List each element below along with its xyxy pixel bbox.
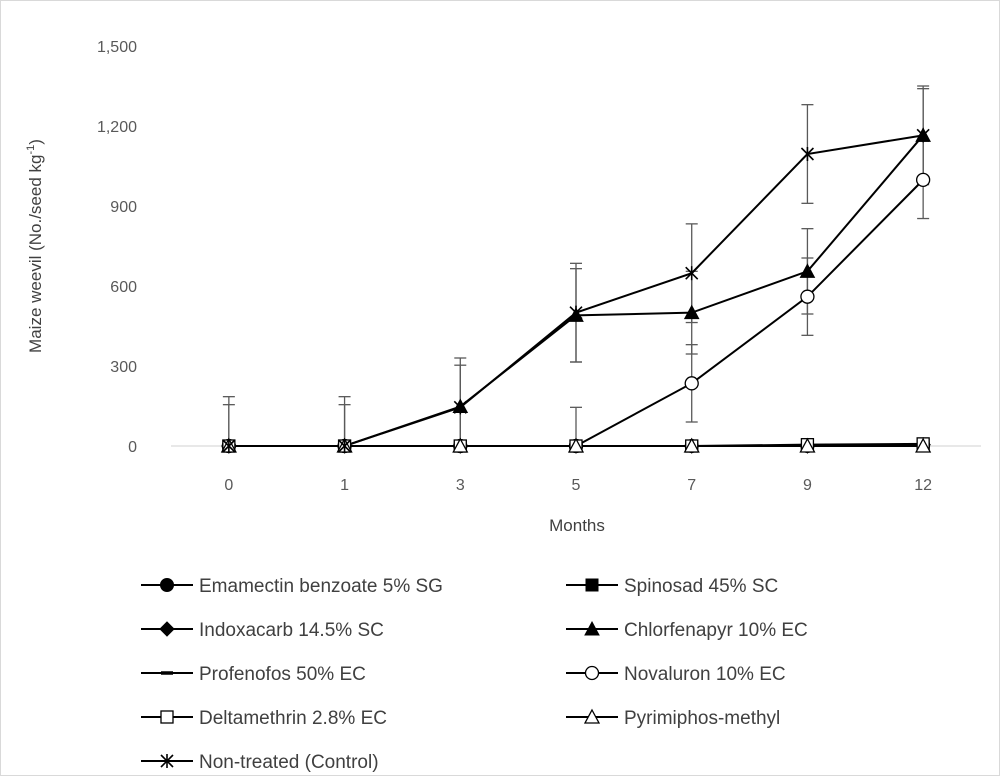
data-point-pyrimiphos-methyl [452, 437, 469, 453]
legend-marker [584, 620, 600, 636]
legend-label: Novaluron 10% EC [624, 664, 786, 685]
legend-label: Emamectin benzoate 5% SG [199, 576, 443, 597]
legend-label: Profenofos 50% EC [199, 664, 366, 685]
legend-label: Pyrimiphos-methyl [624, 708, 780, 729]
legend-item-pyrimiphos-methyl: Pyrimiphos-methyl [566, 708, 780, 729]
legend-marker [159, 621, 175, 637]
series-markers [220, 127, 932, 454]
x-tick-label: 0 [224, 477, 233, 494]
legend-item-indoxacarb-14-5-sc: Indoxacarb 14.5% SC [141, 620, 384, 641]
data-point-non-treated-control [453, 400, 467, 415]
x-tick-label: 3 [456, 477, 465, 494]
y-tick-label: 600 [110, 279, 137, 296]
data-point-chlorfenapyr-10-ec [799, 263, 816, 278]
x-tick-label: 7 [687, 477, 696, 494]
x-tick-label: 5 [572, 477, 581, 494]
data-point-pyrimiphos-methyl [915, 437, 932, 453]
data-point-non-treated-control [800, 147, 814, 161]
y-axis-title: Maize weevil (No./seed kg-1) [25, 139, 45, 353]
data-point-pyrimiphos-methyl [683, 437, 700, 453]
data-point-novaluron-10-ec [915, 172, 931, 188]
legend-item-chlorfenapyr-10-ec: Chlorfenapyr 10% EC [566, 620, 808, 641]
legend-item-emamectin-benzoate-5-sg: Emamectin benzoate 5% SG [141, 576, 443, 597]
legend-marker [585, 578, 599, 592]
x-axis-title: Months [549, 516, 605, 535]
data-point-non-treated-control [685, 266, 699, 281]
legend-label: Chlorfenapyr 10% EC [624, 620, 808, 641]
legend-label: Non-treated (Control) [199, 752, 379, 773]
y-tick-label: 300 [110, 359, 137, 376]
legend-marker [584, 665, 600, 681]
y-axis-title-main: Maize weevil (No./seed kg [26, 155, 45, 353]
legend-item-spinosad-45-sc: Spinosad 45% SC [566, 576, 778, 597]
x-tick-labels: 0 1 3 5 7 9 12 [224, 477, 932, 494]
data-point-non-treated-control [569, 305, 583, 320]
data-point-non-treated-control [222, 439, 236, 453]
y-axis-title-superscript: -1 [25, 145, 37, 155]
legend-label: Indoxacarb 14.5% SC [199, 620, 384, 641]
data-point-novaluron-10-ec [684, 376, 699, 391]
x-tick-label: 1 [340, 477, 349, 494]
legend-marker [160, 578, 174, 592]
legend-label: Spinosad 45% SC [624, 576, 778, 597]
data-point-novaluron-10-ec [800, 289, 815, 304]
legend-item-deltamethrin-2-8-ec: Deltamethrin 2.8% EC [141, 708, 387, 729]
x-tick-label: 9 [803, 477, 812, 494]
y-tick-labels: 0 300 600 900 1,200 1,500 [97, 39, 137, 456]
y-tick-label: 1,500 [97, 39, 137, 56]
legend: Emamectin benzoate 5% SG Spinosad 45% SC I… [141, 576, 808, 773]
data-point-non-treated-control [916, 128, 930, 143]
legend-marker [160, 754, 174, 768]
legend-item-novaluron-10-ec: Novaluron 10% EC [566, 664, 786, 685]
error-bars [222, 85, 930, 446]
y-tick-label: 1,200 [97, 119, 137, 136]
data-point-pyrimiphos-methyl [799, 437, 816, 453]
data-point-non-treated-control [338, 439, 352, 453]
legend-marker [160, 710, 174, 724]
data-point-chlorfenapyr-10-ec [683, 304, 700, 320]
y-tick-label: 900 [110, 199, 137, 216]
y-axis-title-tail: ) [26, 139, 45, 145]
legend-item-non-treated-control: Non-treated (Control) [141, 752, 379, 773]
y-tick-label: 0 [128, 439, 137, 456]
data-point-pyrimiphos-methyl [567, 437, 585, 453]
legend-item-profenofos-50-ec: Profenofos 50% EC [141, 664, 366, 685]
x-tick-label: 12 [914, 477, 932, 494]
legend-marker [583, 708, 601, 724]
legend-label: Deltamethrin 2.8% EC [199, 708, 387, 729]
